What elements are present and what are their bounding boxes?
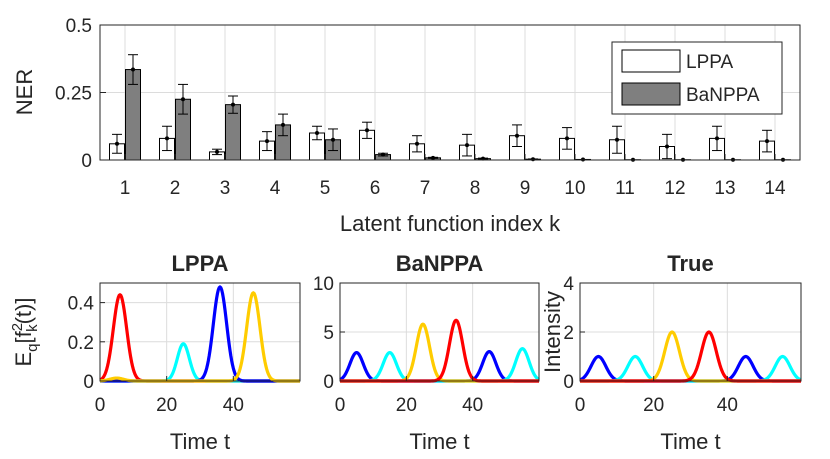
mean-marker bbox=[431, 155, 435, 160]
y-tick-label: 2 bbox=[563, 323, 574, 344]
y-axis-label-part: [f bbox=[11, 330, 36, 343]
x-tick-label: 0 bbox=[335, 395, 346, 416]
mean-marker bbox=[215, 149, 219, 154]
y-tick-label: 0.4 bbox=[68, 294, 95, 315]
mean-marker bbox=[265, 139, 269, 144]
y-axis-label-part: q bbox=[24, 343, 41, 351]
mean-marker bbox=[231, 102, 235, 107]
x-tick-label: 14 bbox=[764, 178, 786, 199]
y-tick-label: 5 bbox=[323, 323, 334, 344]
mean-marker bbox=[131, 67, 135, 72]
y-axis-label: NER bbox=[12, 69, 37, 115]
y-tick-label: 0.5 bbox=[66, 16, 92, 37]
mean-marker bbox=[315, 131, 319, 135]
mean-marker bbox=[115, 141, 119, 146]
y-tick-label: 0.25 bbox=[55, 84, 92, 105]
x-tick-label: 20 bbox=[396, 395, 417, 416]
x-tick-label: 7 bbox=[420, 178, 431, 199]
x-tick-label: 1 bbox=[120, 178, 131, 199]
x-tick-label: 40 bbox=[717, 395, 738, 416]
mean-marker bbox=[715, 136, 719, 141]
chart-title: LPPA bbox=[171, 251, 228, 276]
legend-swatch-lppa bbox=[621, 49, 681, 73]
mean-marker bbox=[515, 133, 519, 138]
legend-label-banppa: BaNPPA bbox=[686, 85, 760, 106]
banppa-line-chart: 0 5 10 0 20 40 BaNPPA Time t bbox=[313, 251, 540, 454]
x-tick-label: 40 bbox=[223, 395, 244, 416]
x-tick-label: 8 bbox=[470, 178, 481, 199]
x-tick-label: 11 bbox=[615, 178, 635, 199]
legend-swatch-banppa bbox=[621, 82, 681, 106]
x-axis-label: Time t bbox=[409, 429, 469, 454]
mean-marker bbox=[565, 136, 569, 141]
y-axis-label-part: k bbox=[24, 324, 41, 332]
y-tick-label: 0 bbox=[323, 372, 334, 393]
mean-marker bbox=[765, 139, 769, 144]
y-tick-label: 0 bbox=[83, 372, 94, 393]
mean-marker bbox=[381, 152, 385, 157]
mean-marker bbox=[331, 137, 335, 142]
x-tick-label: 20 bbox=[643, 395, 664, 416]
x-tick-label: 13 bbox=[714, 178, 735, 199]
y-axis-label: Eq[f2k(t)] bbox=[9, 298, 41, 367]
mean-marker bbox=[165, 136, 169, 141]
x-tick-label: 12 bbox=[664, 178, 685, 199]
mean-marker bbox=[581, 157, 585, 162]
y-tick-label: 10 bbox=[313, 274, 334, 295]
x-tick-label: 9 bbox=[520, 178, 531, 199]
y-tick-label: 0 bbox=[563, 372, 574, 393]
mean-marker bbox=[615, 137, 619, 142]
mean-marker bbox=[415, 141, 419, 146]
x-tick-label: 20 bbox=[156, 395, 177, 416]
mean-marker bbox=[531, 157, 535, 162]
lppa-line-chart: 0 0.2 0.4 0 20 40 LPPA Time t Eq[f2k(t)] bbox=[9, 251, 301, 454]
x-tick-label: 6 bbox=[370, 178, 381, 199]
mean-marker bbox=[465, 143, 469, 148]
y-tick-label: 4 bbox=[563, 274, 574, 295]
x-tick-label: 4 bbox=[270, 178, 281, 199]
plot-area bbox=[100, 283, 300, 381]
y-axis-label-part: E bbox=[11, 352, 36, 367]
mean-marker bbox=[665, 144, 669, 149]
x-tick-label: 0 bbox=[95, 395, 106, 416]
axes-box bbox=[99, 282, 301, 382]
y-tick-label: 0 bbox=[81, 151, 92, 172]
x-tick-label: 5 bbox=[320, 178, 331, 199]
legend: LPPA BaNPPA bbox=[611, 41, 783, 115]
mean-marker bbox=[281, 122, 285, 127]
legend-label-lppa: LPPA bbox=[686, 52, 734, 73]
x-tick-label: 10 bbox=[564, 178, 585, 199]
x-tick-label: 2 bbox=[170, 178, 181, 199]
y-axis-label-part: (t)] bbox=[11, 298, 36, 325]
x-axis-label: Time t bbox=[660, 429, 720, 454]
mean-marker bbox=[181, 97, 185, 102]
x-tick-label: 0 bbox=[575, 395, 586, 416]
x-tick-label: 40 bbox=[462, 395, 483, 416]
x-axis-label: Latent function index k bbox=[340, 211, 561, 236]
chart-title: True bbox=[667, 251, 713, 276]
x-tick-label: 3 bbox=[220, 178, 231, 199]
chart-title: BaNPPA bbox=[396, 251, 484, 276]
y-axis-label: Intensity bbox=[540, 291, 565, 373]
y-axis-label-part: 2 bbox=[9, 323, 26, 331]
x-axis-label: Time t bbox=[170, 429, 230, 454]
y-tick-label: 0.2 bbox=[68, 333, 94, 354]
mean-marker bbox=[365, 128, 369, 133]
